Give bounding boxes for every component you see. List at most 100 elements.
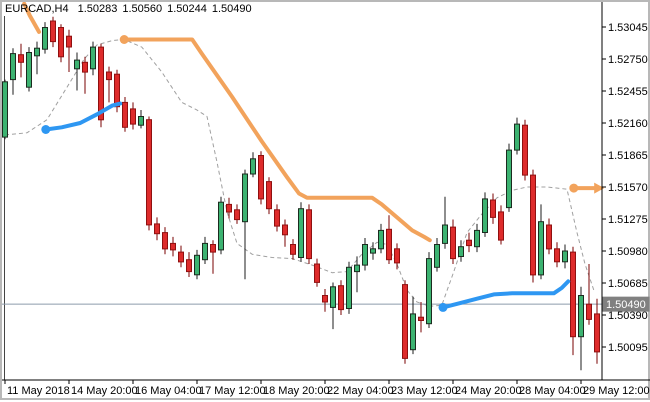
candle xyxy=(514,123,520,151)
candle xyxy=(346,266,352,309)
price-tick-label: 1.52455 xyxy=(608,86,648,98)
candle xyxy=(378,229,384,250)
candle xyxy=(226,203,232,213)
candle xyxy=(506,149,512,209)
candle xyxy=(234,209,240,221)
candle xyxy=(242,173,248,223)
symbol-period-label: EURCAD,H4 xyxy=(5,3,69,15)
candle xyxy=(594,313,600,353)
candle xyxy=(282,224,288,236)
candle xyxy=(554,248,560,263)
upper-stop-line-start-dot xyxy=(569,183,579,193)
time-tick-label: 22 May 04:00 xyxy=(327,385,394,397)
candle xyxy=(114,73,120,108)
candle xyxy=(530,174,536,276)
lower-stop-line-start-dot xyxy=(438,302,448,312)
candle xyxy=(218,201,224,251)
price-tick-label: 1.50390 xyxy=(608,310,648,322)
time-tick-label: 14 May 20:00 xyxy=(71,385,138,397)
candle xyxy=(354,264,360,273)
time-tick-label: 24 May 20:00 xyxy=(455,385,522,397)
candle xyxy=(210,244,216,253)
candle xyxy=(130,108,136,125)
candle xyxy=(42,27,48,50)
candle xyxy=(498,211,504,241)
candle xyxy=(258,155,264,200)
price-tick-label: 1.50095 xyxy=(608,342,648,354)
candle xyxy=(370,248,376,254)
candle xyxy=(474,229,480,248)
lower-stop-line xyxy=(441,279,571,310)
candle xyxy=(194,254,200,276)
price-tick-label: 1.50980 xyxy=(608,246,648,258)
candle xyxy=(74,59,80,70)
candle xyxy=(434,244,440,268)
candle xyxy=(66,35,72,48)
time-tick-label: 16 May 04:00 xyxy=(135,385,202,397)
ohlc-header: EURCAD,H4 1.50283 1.50560 1.50244 1.50490 xyxy=(5,3,257,15)
candle xyxy=(450,226,456,260)
candle xyxy=(58,27,64,58)
candle xyxy=(562,250,568,263)
candle xyxy=(586,303,592,320)
candle xyxy=(330,286,336,308)
candle xyxy=(138,116,144,126)
candle xyxy=(402,284,408,359)
candle xyxy=(578,295,584,338)
candle xyxy=(570,251,576,338)
open-value: 1.50283 xyxy=(77,3,118,15)
candle xyxy=(290,244,296,255)
ma-line xyxy=(4,38,595,307)
candle xyxy=(442,224,448,244)
candle xyxy=(186,259,192,273)
upper-stop-line-start-dot xyxy=(119,35,129,44)
current-price-badge-label: 1.50490 xyxy=(606,299,646,311)
candle xyxy=(458,246,464,257)
price-tick-label: 1.53045 xyxy=(608,22,648,34)
time-tick-label: 18 May 20:00 xyxy=(263,385,330,397)
lower-stop-line xyxy=(43,101,123,132)
time-tick-label: 28 May 04:00 xyxy=(519,385,586,397)
candle xyxy=(314,263,320,283)
candle xyxy=(106,71,112,81)
candle xyxy=(298,208,304,258)
upper-stop-line xyxy=(22,2,41,34)
lower-stop-line-start-dot xyxy=(41,125,51,134)
candle xyxy=(426,258,432,325)
candle xyxy=(338,285,344,311)
close-value: 1.50490 xyxy=(211,3,252,15)
candle xyxy=(82,61,88,73)
candle xyxy=(250,158,256,175)
current-price-badge xyxy=(602,296,650,312)
candle xyxy=(50,20,56,43)
candle xyxy=(466,239,472,247)
candle xyxy=(410,313,416,351)
candle xyxy=(546,224,552,250)
time-tick-label: 29 May 12:00 xyxy=(583,385,650,397)
candle xyxy=(122,101,128,128)
candle xyxy=(274,209,280,227)
candle xyxy=(90,46,96,70)
candle xyxy=(154,223,160,235)
candle xyxy=(490,199,496,218)
low-value: 1.50244 xyxy=(167,3,207,15)
candle xyxy=(418,316,424,322)
candle xyxy=(178,251,184,263)
candle xyxy=(482,198,488,233)
candle xyxy=(18,54,24,63)
price-tick-label: 1.51570 xyxy=(608,182,648,194)
candle xyxy=(362,244,368,266)
upper-stop-line xyxy=(122,37,432,243)
candle xyxy=(34,47,40,57)
high-value: 1.50560 xyxy=(122,3,163,15)
candle xyxy=(2,81,8,138)
price-tick-label: 1.52160 xyxy=(608,118,648,130)
price-tick-label: 1.52750 xyxy=(608,54,648,66)
time-tick-label: 17 May 12:00 xyxy=(199,385,266,397)
candle xyxy=(10,53,16,81)
candle xyxy=(322,295,328,303)
candle xyxy=(538,221,544,276)
candle xyxy=(26,52,32,88)
